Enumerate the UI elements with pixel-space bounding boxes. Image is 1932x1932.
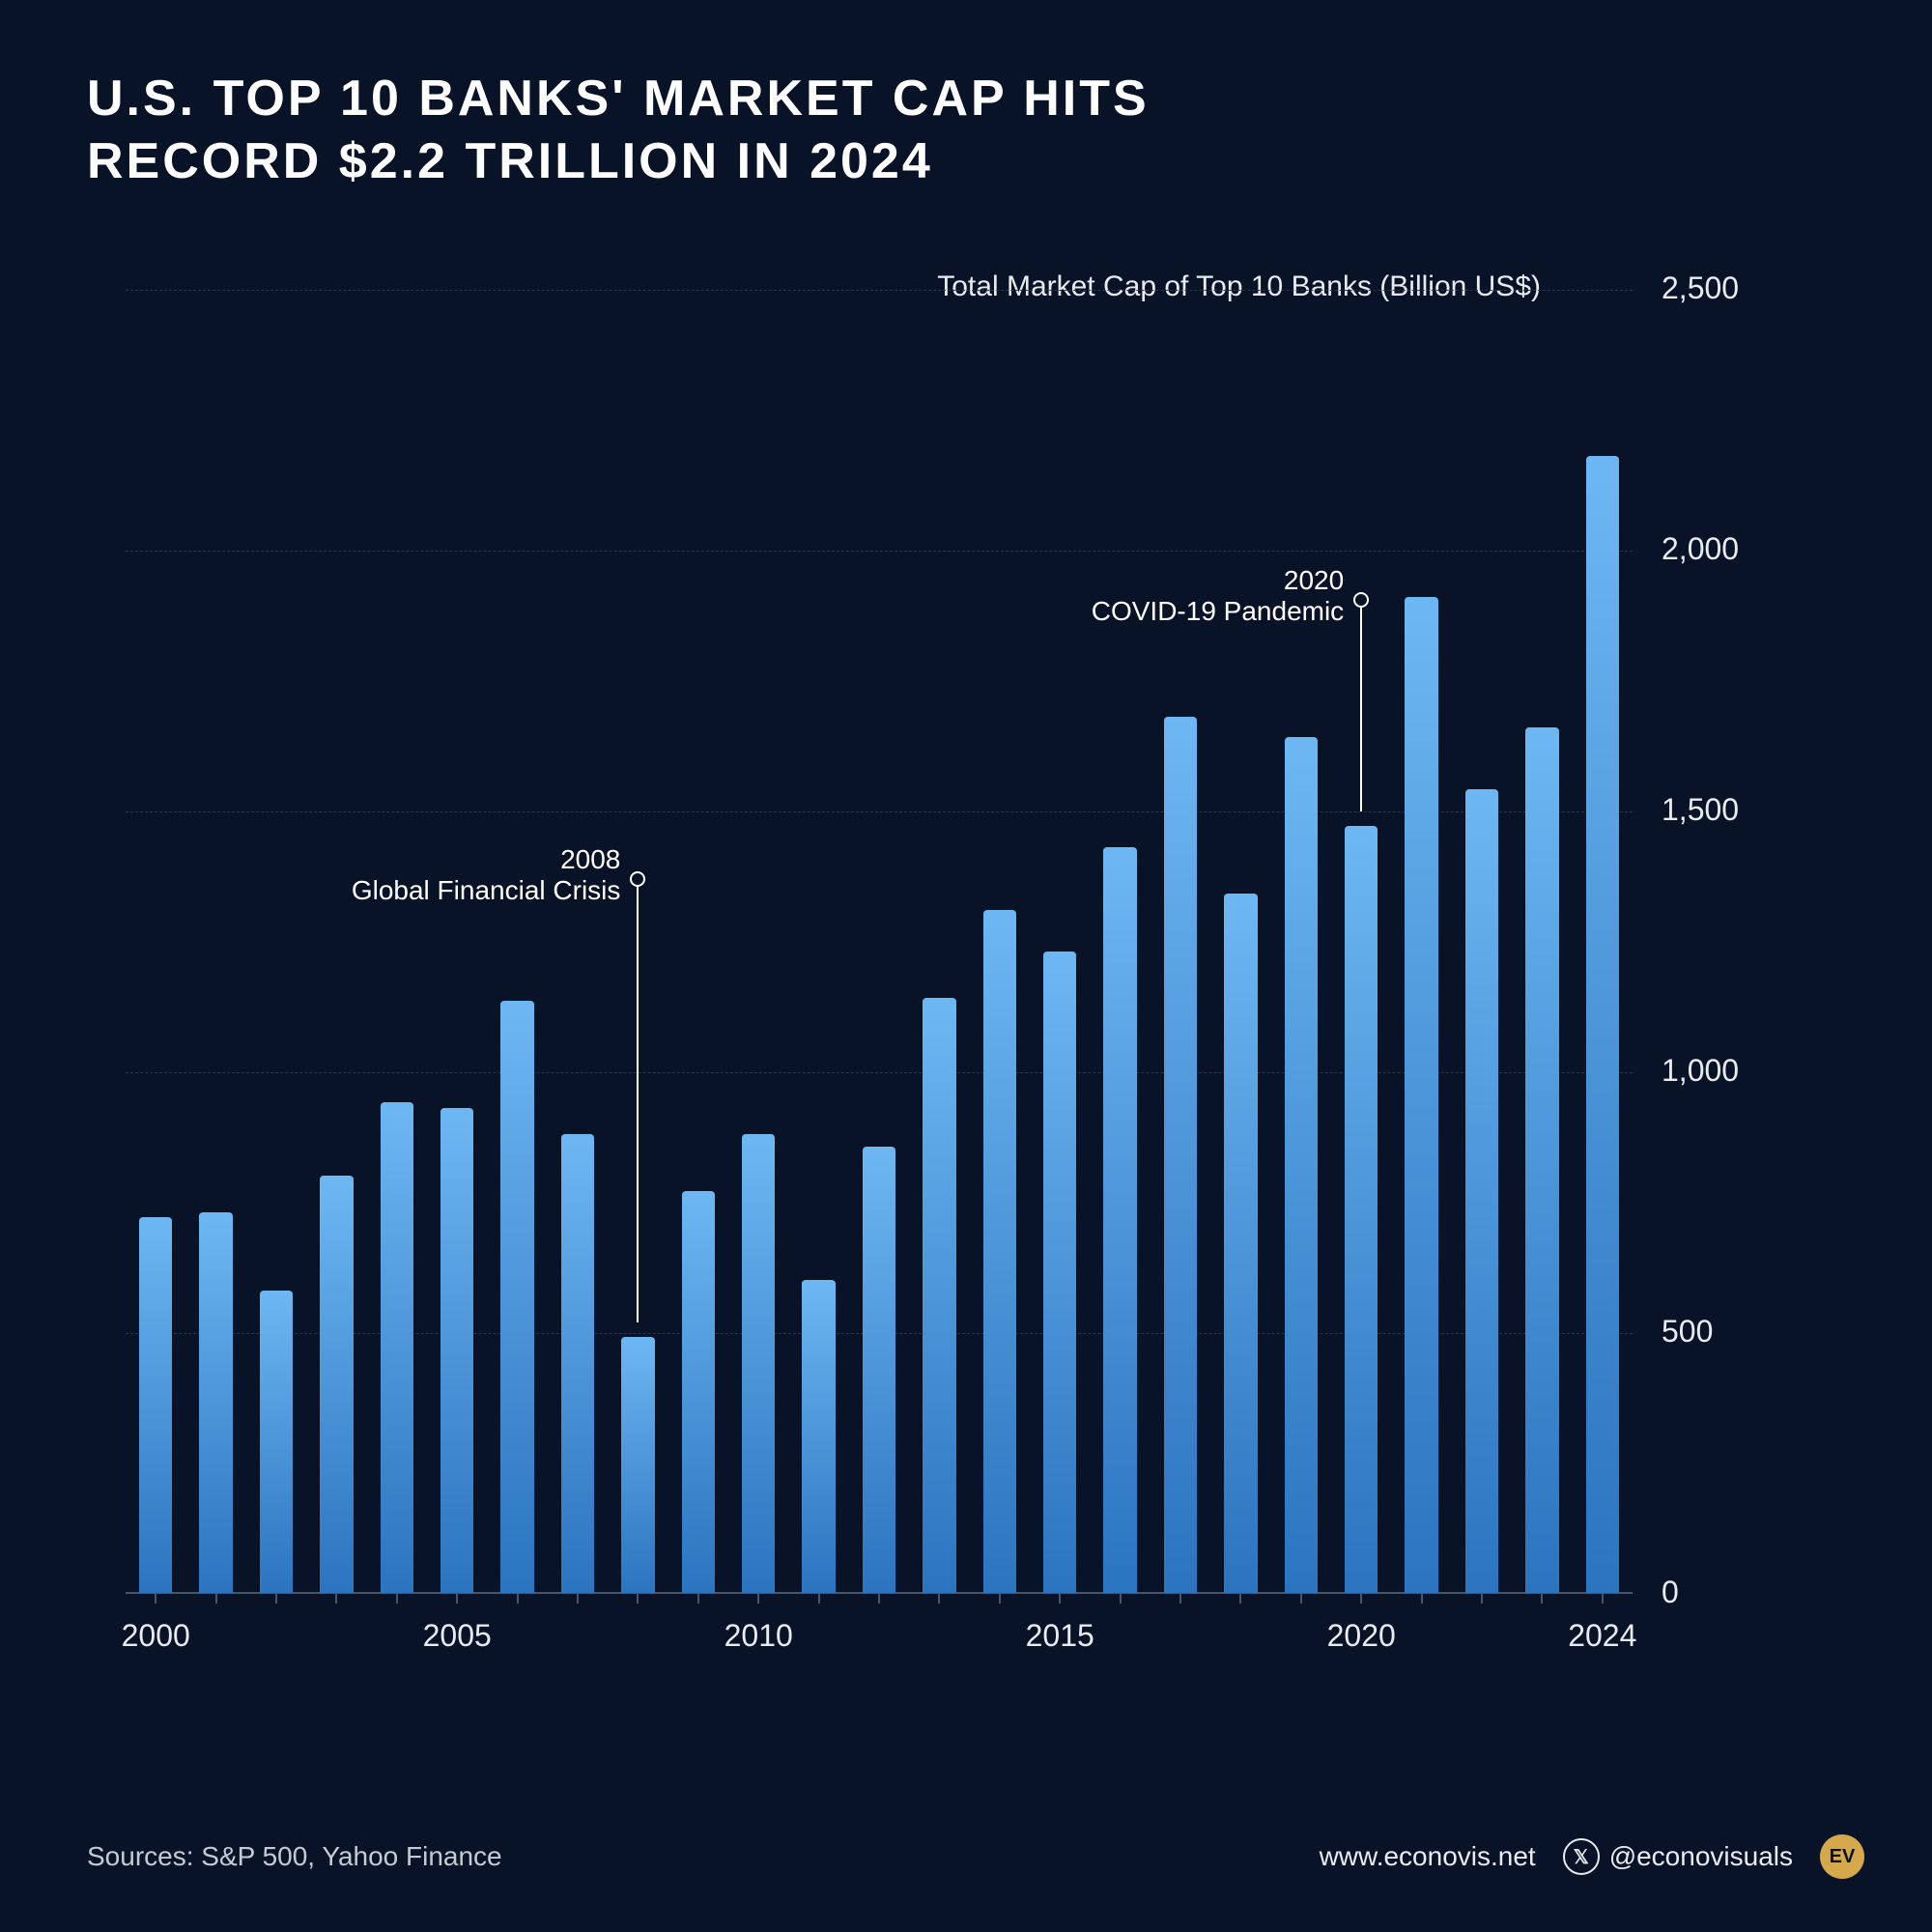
bar-2017 — [1164, 717, 1197, 1593]
plot-area: 05001,0001,5002,0002,5002000200520102015… — [126, 290, 1633, 1594]
x-tick — [1421, 1594, 1423, 1604]
social-handle-text: @econovisuals — [1609, 1841, 1793, 1872]
x-tick — [456, 1594, 458, 1604]
bar-2001 — [199, 1212, 232, 1593]
bar-2024 — [1586, 456, 1619, 1593]
x-tick — [697, 1594, 699, 1604]
bar-2005 — [440, 1108, 473, 1593]
bar-2010 — [742, 1134, 775, 1593]
annotation-marker — [1353, 592, 1369, 608]
bar-2013 — [923, 998, 955, 1593]
x-tick — [637, 1594, 639, 1604]
x-tick — [938, 1594, 940, 1604]
x-tick — [999, 1594, 1001, 1604]
x-tick — [396, 1594, 398, 1604]
bar-2008 — [621, 1337, 654, 1593]
x-tick — [155, 1594, 156, 1604]
x-tick — [1179, 1594, 1181, 1604]
footer-right: www.econovis.net 𝕏 @econovisuals EV — [1320, 1834, 1864, 1879]
x-tick-label: 2020 — [1327, 1618, 1396, 1654]
brand-logo: EV — [1820, 1834, 1864, 1879]
bar-2006 — [500, 1001, 533, 1593]
bar-2014 — [983, 910, 1016, 1593]
x-tick-label: 2015 — [1026, 1618, 1094, 1654]
chart-container: Total Market Cap of Top 10 Banks (Billio… — [126, 290, 1787, 1690]
x-tick — [517, 1594, 519, 1604]
x-tick — [1602, 1594, 1604, 1604]
bar-2021 — [1405, 597, 1437, 1593]
bar-2023 — [1525, 727, 1558, 1593]
bar-2003 — [320, 1176, 353, 1593]
annotation-label: 2008Global Financial Crisis — [268, 844, 620, 906]
gridline — [126, 551, 1633, 552]
y-tick-label: 1,500 — [1662, 792, 1777, 828]
sources-text: Sources: S&P 500, Yahoo Finance — [87, 1841, 502, 1872]
bar-2019 — [1285, 737, 1318, 1593]
chart-title: U.S. TOP 10 BANKS' MARKET CAP HITS RECOR… — [87, 68, 1150, 193]
annotation-marker — [630, 871, 645, 887]
bar-2015 — [1043, 952, 1076, 1593]
x-tick-label: 2005 — [423, 1618, 492, 1654]
gridline — [126, 290, 1633, 291]
x-tick — [577, 1594, 579, 1604]
x-tick — [818, 1594, 820, 1604]
x-tick — [1300, 1594, 1302, 1604]
x-tick — [1360, 1594, 1362, 1604]
x-tick-label: 2000 — [122, 1618, 190, 1654]
annotation-line — [1360, 608, 1362, 811]
social-handle[interactable]: 𝕏 @econovisuals — [1563, 1838, 1793, 1875]
x-tick — [1239, 1594, 1241, 1604]
annotation-line — [637, 887, 639, 1322]
x-tick — [215, 1594, 217, 1604]
bar-2022 — [1465, 789, 1498, 1593]
bar-2004 — [381, 1102, 413, 1593]
y-tick-label: 2,500 — [1662, 270, 1777, 306]
y-tick-label: 2,000 — [1662, 531, 1777, 567]
x-tick — [757, 1594, 759, 1604]
footer: Sources: S&P 500, Yahoo Finance www.econ… — [87, 1834, 1864, 1879]
x-tick — [1059, 1594, 1061, 1604]
x-tick-label: 2024 — [1568, 1618, 1636, 1654]
annotation-label: 2020COVID-19 Pandemic — [1078, 565, 1344, 627]
x-tick — [1120, 1594, 1122, 1604]
website-link[interactable]: www.econovis.net — [1320, 1841, 1536, 1872]
x-icon: 𝕏 — [1563, 1838, 1600, 1875]
x-tick — [275, 1594, 277, 1604]
x-tick — [335, 1594, 337, 1604]
bar-2016 — [1103, 847, 1136, 1593]
x-tick — [878, 1594, 880, 1604]
y-tick-label: 1,000 — [1662, 1053, 1777, 1089]
y-tick-label: 0 — [1662, 1575, 1777, 1610]
bar-2011 — [802, 1280, 835, 1593]
x-tick — [1541, 1594, 1543, 1604]
bar-2002 — [260, 1291, 293, 1593]
bar-2009 — [682, 1191, 715, 1593]
bar-2000 — [139, 1217, 172, 1593]
x-tick — [1481, 1594, 1483, 1604]
bar-2020 — [1345, 826, 1378, 1593]
bar-2007 — [561, 1134, 594, 1593]
bar-2012 — [863, 1147, 895, 1593]
bar-2018 — [1224, 894, 1257, 1593]
y-tick-label: 500 — [1662, 1314, 1777, 1350]
x-tick-label: 2010 — [724, 1618, 793, 1654]
